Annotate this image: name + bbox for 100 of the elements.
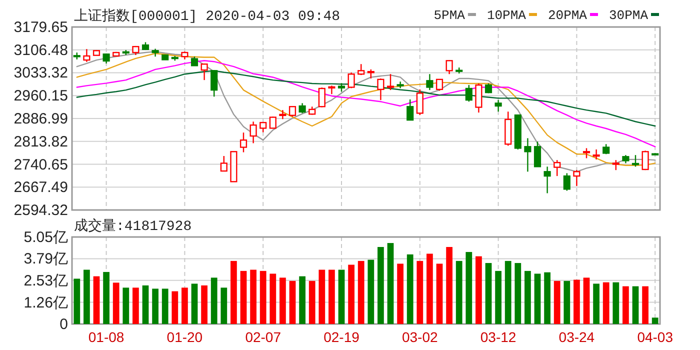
bar xyxy=(220,288,228,324)
candlestick xyxy=(446,59,453,75)
bar xyxy=(132,288,139,324)
y-tick-label: 2886.99 xyxy=(14,110,68,128)
bar xyxy=(210,278,218,324)
bar xyxy=(308,280,316,324)
x-tick-label: 02-07 xyxy=(245,329,282,345)
y-tick-label: 3033.32 xyxy=(14,64,68,82)
candlestick xyxy=(642,150,649,171)
bar xyxy=(524,270,531,324)
bar xyxy=(250,270,256,324)
candlestick xyxy=(494,99,502,112)
bar xyxy=(74,278,80,324)
candlestick xyxy=(269,116,276,129)
candlestick xyxy=(406,98,414,121)
bar xyxy=(280,278,286,324)
bar xyxy=(495,270,502,324)
candlestick xyxy=(416,88,424,116)
candlestick xyxy=(298,102,306,114)
bar xyxy=(583,278,590,324)
candlestick xyxy=(83,48,90,63)
bar xyxy=(152,288,158,324)
bar xyxy=(318,270,326,324)
y-tick-label: 3179.65 xyxy=(14,19,68,36)
bar xyxy=(485,263,492,324)
candlestick xyxy=(250,121,257,144)
bar xyxy=(378,246,384,324)
bar xyxy=(162,288,168,324)
candlestick xyxy=(632,154,640,168)
bar xyxy=(612,282,620,324)
bar xyxy=(289,280,296,324)
bar xyxy=(338,270,345,324)
x-tick-label: 03-02 xyxy=(402,329,438,345)
chart-title: 上证指数[000001] 2020-04-03 09:48 xyxy=(74,8,340,25)
candlestick xyxy=(279,109,286,120)
candlestick xyxy=(544,166,551,194)
bar xyxy=(446,246,452,324)
candlestick xyxy=(534,141,542,168)
bar xyxy=(358,260,364,324)
bar xyxy=(84,270,90,324)
candlestick xyxy=(612,159,620,171)
bar xyxy=(476,256,482,324)
candlestick xyxy=(348,72,355,89)
candlestick xyxy=(582,148,590,159)
x-tick-label: 01-08 xyxy=(88,329,124,345)
bar xyxy=(112,282,120,324)
bar xyxy=(172,291,178,324)
x-tick-label: 02-19 xyxy=(324,329,360,345)
bar xyxy=(593,284,600,324)
bar xyxy=(240,270,247,324)
bar xyxy=(416,260,424,324)
candlestick xyxy=(592,148,600,160)
candlestick xyxy=(524,138,532,172)
bar xyxy=(436,264,443,324)
bar xyxy=(397,264,404,324)
x-tick-label: 03-12 xyxy=(480,329,516,345)
candlestick xyxy=(386,74,394,91)
y-tick-label: 5.05亿 xyxy=(24,229,68,246)
y-tick-label: 2667.49 xyxy=(14,179,68,196)
bar xyxy=(201,285,208,324)
legend-label: 20PMA xyxy=(548,8,588,23)
bar xyxy=(514,263,522,324)
bar xyxy=(103,272,110,324)
bar xyxy=(230,260,237,324)
candlestick xyxy=(465,84,472,102)
candlestick xyxy=(554,159,561,177)
candlestick xyxy=(190,56,198,67)
bar xyxy=(182,288,188,324)
bar xyxy=(348,264,354,324)
y-tick-label: 3.79亿 xyxy=(24,250,68,268)
y-tick-label: 1.26亿 xyxy=(24,294,68,312)
candlestick xyxy=(426,74,434,91)
bar xyxy=(328,270,335,324)
y-tick-label: 2594.32 xyxy=(14,202,68,219)
bar xyxy=(632,286,639,324)
bar xyxy=(426,254,433,324)
bar xyxy=(122,288,130,324)
legend-label: 30PMA xyxy=(608,8,648,23)
candlestick xyxy=(220,155,228,172)
bar xyxy=(544,272,550,324)
candlestick xyxy=(240,132,248,153)
bar xyxy=(504,260,512,324)
bar xyxy=(534,274,541,324)
bar xyxy=(554,280,560,324)
bar xyxy=(260,270,266,324)
y-tick-label: 3106.48 xyxy=(14,42,68,59)
bar xyxy=(270,274,276,324)
candlestick xyxy=(210,69,218,98)
candlestick xyxy=(200,62,208,81)
candlestick xyxy=(436,78,444,92)
candlestick xyxy=(328,85,336,95)
y-tick-label: 2960.15 xyxy=(14,88,68,105)
legend-label: 10PMA xyxy=(486,8,526,23)
y-tick-label: 2813.82 xyxy=(14,133,68,150)
candlestick xyxy=(573,169,580,187)
bar xyxy=(564,280,570,324)
bar xyxy=(574,280,580,324)
bar xyxy=(456,260,462,324)
bar xyxy=(299,276,306,324)
y-tick-label: 2740.65 xyxy=(14,156,68,174)
